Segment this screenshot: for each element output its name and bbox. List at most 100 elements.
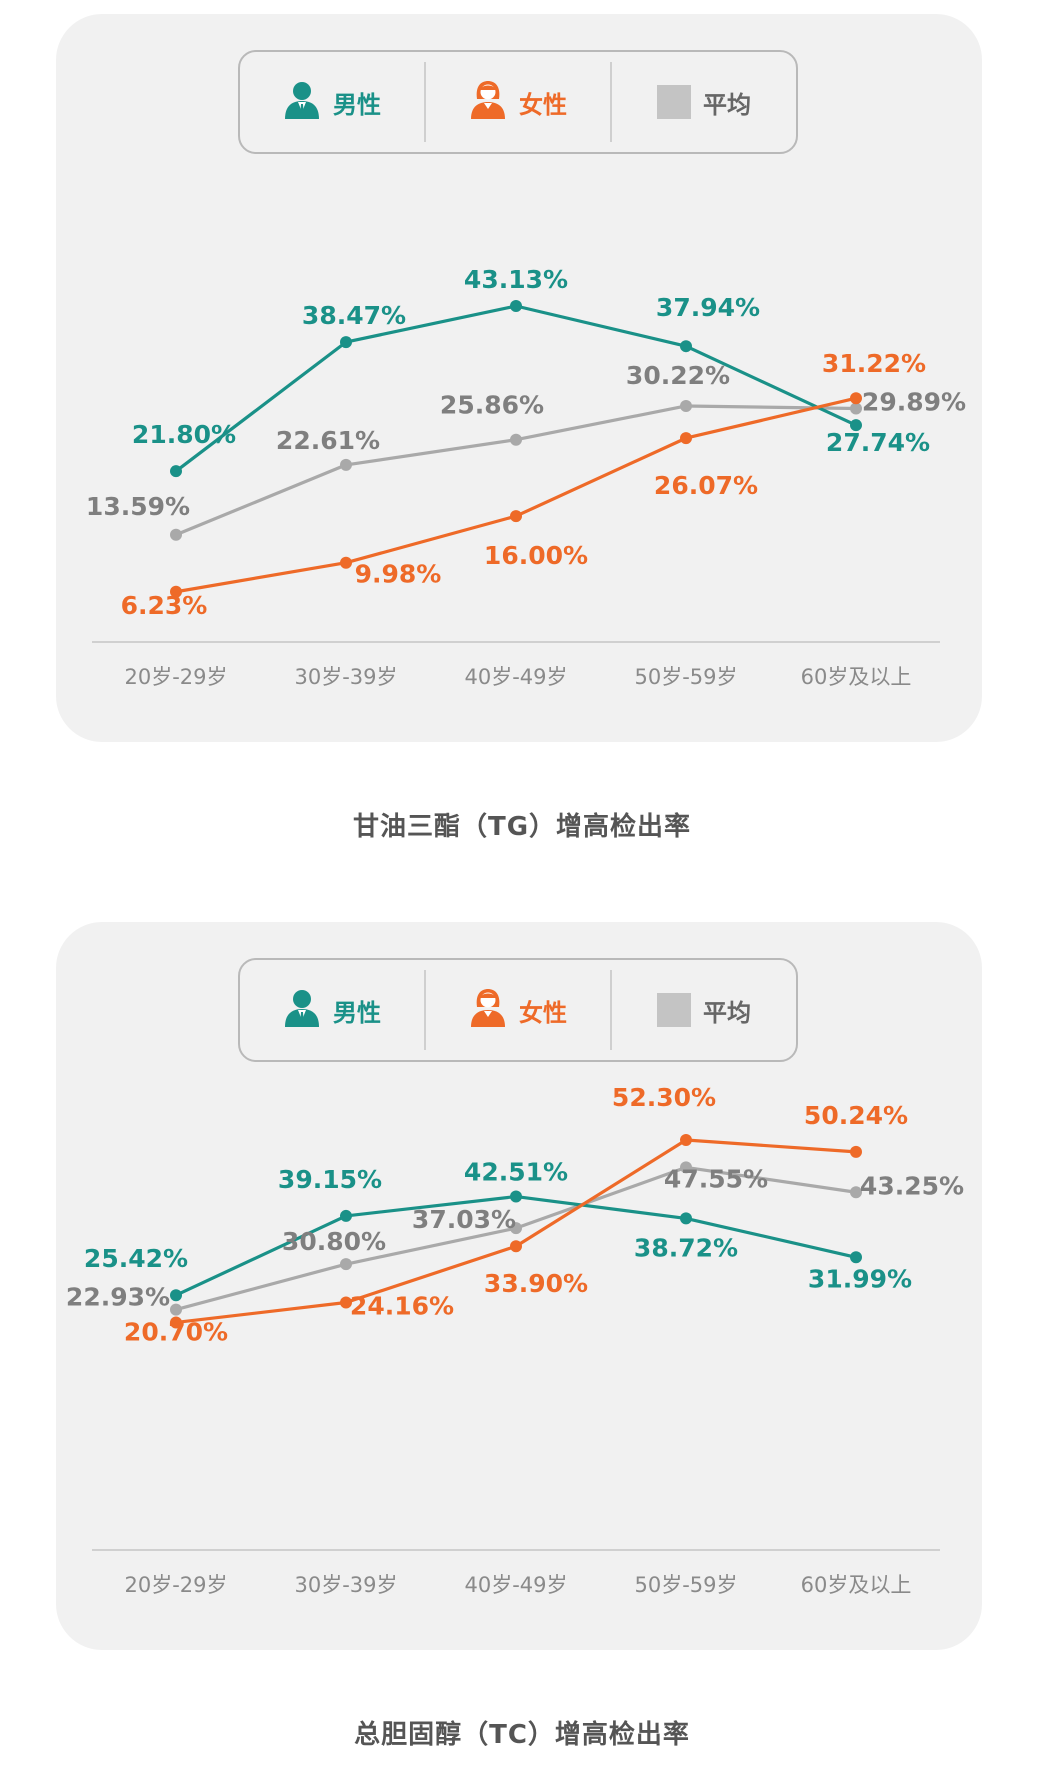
gray-square-icon (657, 993, 691, 1027)
male-data-label: 43.13% (464, 265, 568, 294)
male-data-label: 38.47% (302, 301, 406, 330)
average-data-point (510, 1222, 522, 1235)
male-data-point (680, 1212, 692, 1225)
legend-divider (424, 62, 426, 142)
legend-male: 男性 (240, 52, 424, 152)
x-tick-label: 30岁-39岁 (294, 665, 397, 689)
male-data-label: 39.15% (278, 1165, 382, 1194)
tc-chart-card: 男性 女性 平均 20岁-29岁 30岁-39岁 40岁-49岁 50岁-59岁 60岁… (56, 922, 982, 1650)
tg-chart-card: 男性 女性 平均 20岁-29岁 30岁-39岁 40岁-49岁 50岁-59岁 60岁… (56, 14, 982, 742)
legend-female: 女性 (426, 52, 610, 152)
average-data-label: 43.25% (860, 1171, 964, 1200)
x-tick-label: 50岁-59岁 (634, 665, 737, 689)
male-data-point (510, 300, 522, 312)
male-data-point (680, 340, 692, 353)
female-data-point (850, 392, 862, 405)
female-data-label: 9.98% (355, 560, 442, 589)
female-data-point (170, 585, 182, 598)
male-data-label: 37.94% (656, 293, 760, 322)
average-data-label: 47.55% (664, 1164, 768, 1193)
average-data-point (850, 402, 862, 415)
legend-divider (610, 62, 612, 142)
average-data-point (510, 433, 522, 446)
x-tick-label: 30岁-39岁 (294, 1573, 397, 1597)
female-data-label: 26.07% (654, 471, 758, 500)
average-data-point (340, 1258, 352, 1271)
female-data-point (680, 432, 692, 445)
tg-line-chart: 20岁-29岁 30岁-39岁 40岁-49岁 50岁-59岁 60岁及以上 13.59%… (86, 265, 966, 689)
female-data-point (510, 1240, 522, 1253)
average-data-point (680, 1161, 692, 1174)
x-tick-label: 60岁及以上 (801, 665, 912, 689)
legend-divider (424, 970, 426, 1050)
female-data-label: 31.22% (822, 349, 926, 378)
legend-average-label: 平均 (703, 998, 751, 1027)
x-tick-label: 40岁-49岁 (464, 1573, 567, 1597)
gray-square-icon (657, 85, 691, 119)
female-data-point (850, 1145, 862, 1158)
average-data-label: 30.22% (626, 361, 730, 390)
male-data-point (510, 1190, 522, 1203)
male-data-point (850, 419, 862, 432)
female-data-point (170, 1316, 182, 1329)
female-data-label: 16.00% (484, 541, 588, 570)
average-data-point (340, 458, 352, 471)
male-data-point (340, 336, 352, 349)
male-data-point (850, 1251, 862, 1264)
x-tick-label: 40岁-49岁 (464, 665, 567, 689)
female-data-label: 33.90% (484, 1269, 588, 1298)
legend-average: 平均 (612, 52, 796, 152)
male-data-label: 42.51% (464, 1158, 568, 1187)
x-tick-label: 20岁-29岁 (124, 1573, 227, 1597)
average-data-label: 25.86% (440, 391, 544, 420)
female-data-label: 20.70% (124, 1317, 228, 1346)
average-data-label: 13.59% (86, 492, 190, 521)
female-data-label: 24.16% (350, 1291, 454, 1320)
average-data-point (680, 399, 692, 412)
legend-average-label: 平均 (703, 90, 751, 119)
male-data-label: 21.80% (132, 420, 236, 449)
male-data-label: 31.99% (808, 1264, 912, 1293)
average-data-point (170, 1303, 182, 1316)
tc-line-chart: 20岁-29岁 30岁-39岁 40岁-49岁 50岁-59岁 60岁及以上 22.93%… (66, 1083, 964, 1597)
tc-chart-caption: 总胆固醇（TC）增高检出率 (354, 1720, 690, 1750)
female-person-icon (469, 987, 507, 1033)
legend-female: 女性 (426, 960, 610, 1060)
tg-chart-caption: 甘油三酯（TG）增高检出率 (352, 812, 692, 842)
female-data-label: 6.23% (121, 591, 208, 620)
average-data-label: 37.03% (412, 1205, 516, 1234)
male-person-icon (283, 987, 321, 1033)
average-data-label: 22.93% (66, 1283, 170, 1312)
male-data-label: 38.72% (634, 1233, 738, 1262)
x-tick-label: 60岁及以上 (801, 1573, 912, 1597)
male-data-point (170, 1289, 182, 1302)
legend-average: 平均 (612, 960, 796, 1060)
female-data-point (510, 510, 522, 523)
male-data-point (170, 465, 182, 478)
average-data-label: 30.80% (282, 1227, 386, 1256)
legend-male-label: 男性 (333, 90, 381, 119)
average-data-point (850, 1186, 862, 1199)
x-tick-label: 20岁-29岁 (124, 665, 227, 689)
x-tick-label: 50岁-59岁 (634, 1573, 737, 1597)
legend-divider (610, 970, 612, 1050)
average-data-label: 29.89% (862, 388, 966, 417)
legend-female-label: 女性 (519, 90, 567, 119)
female-data-point (340, 1296, 352, 1309)
male-data-point (340, 1209, 352, 1222)
legend-male-label: 男性 (333, 998, 381, 1027)
average-data-point (170, 528, 182, 541)
chart-legend: 男性 女性 平均 (238, 958, 798, 1062)
average-data-label: 22.61% (276, 426, 380, 455)
male-person-icon (283, 79, 321, 125)
chart-legend: 男性 女性 平均 (238, 50, 798, 154)
legend-female-label: 女性 (519, 998, 567, 1027)
female-data-label: 50.24% (804, 1101, 908, 1130)
legend-male: 男性 (240, 960, 424, 1060)
male-data-label: 25.42% (84, 1244, 188, 1273)
female-person-icon (469, 79, 507, 125)
female-data-point (340, 556, 352, 569)
male-data-label: 27.74% (826, 428, 930, 457)
female-data-point (680, 1134, 692, 1146)
female-data-label: 52.30% (612, 1083, 716, 1112)
